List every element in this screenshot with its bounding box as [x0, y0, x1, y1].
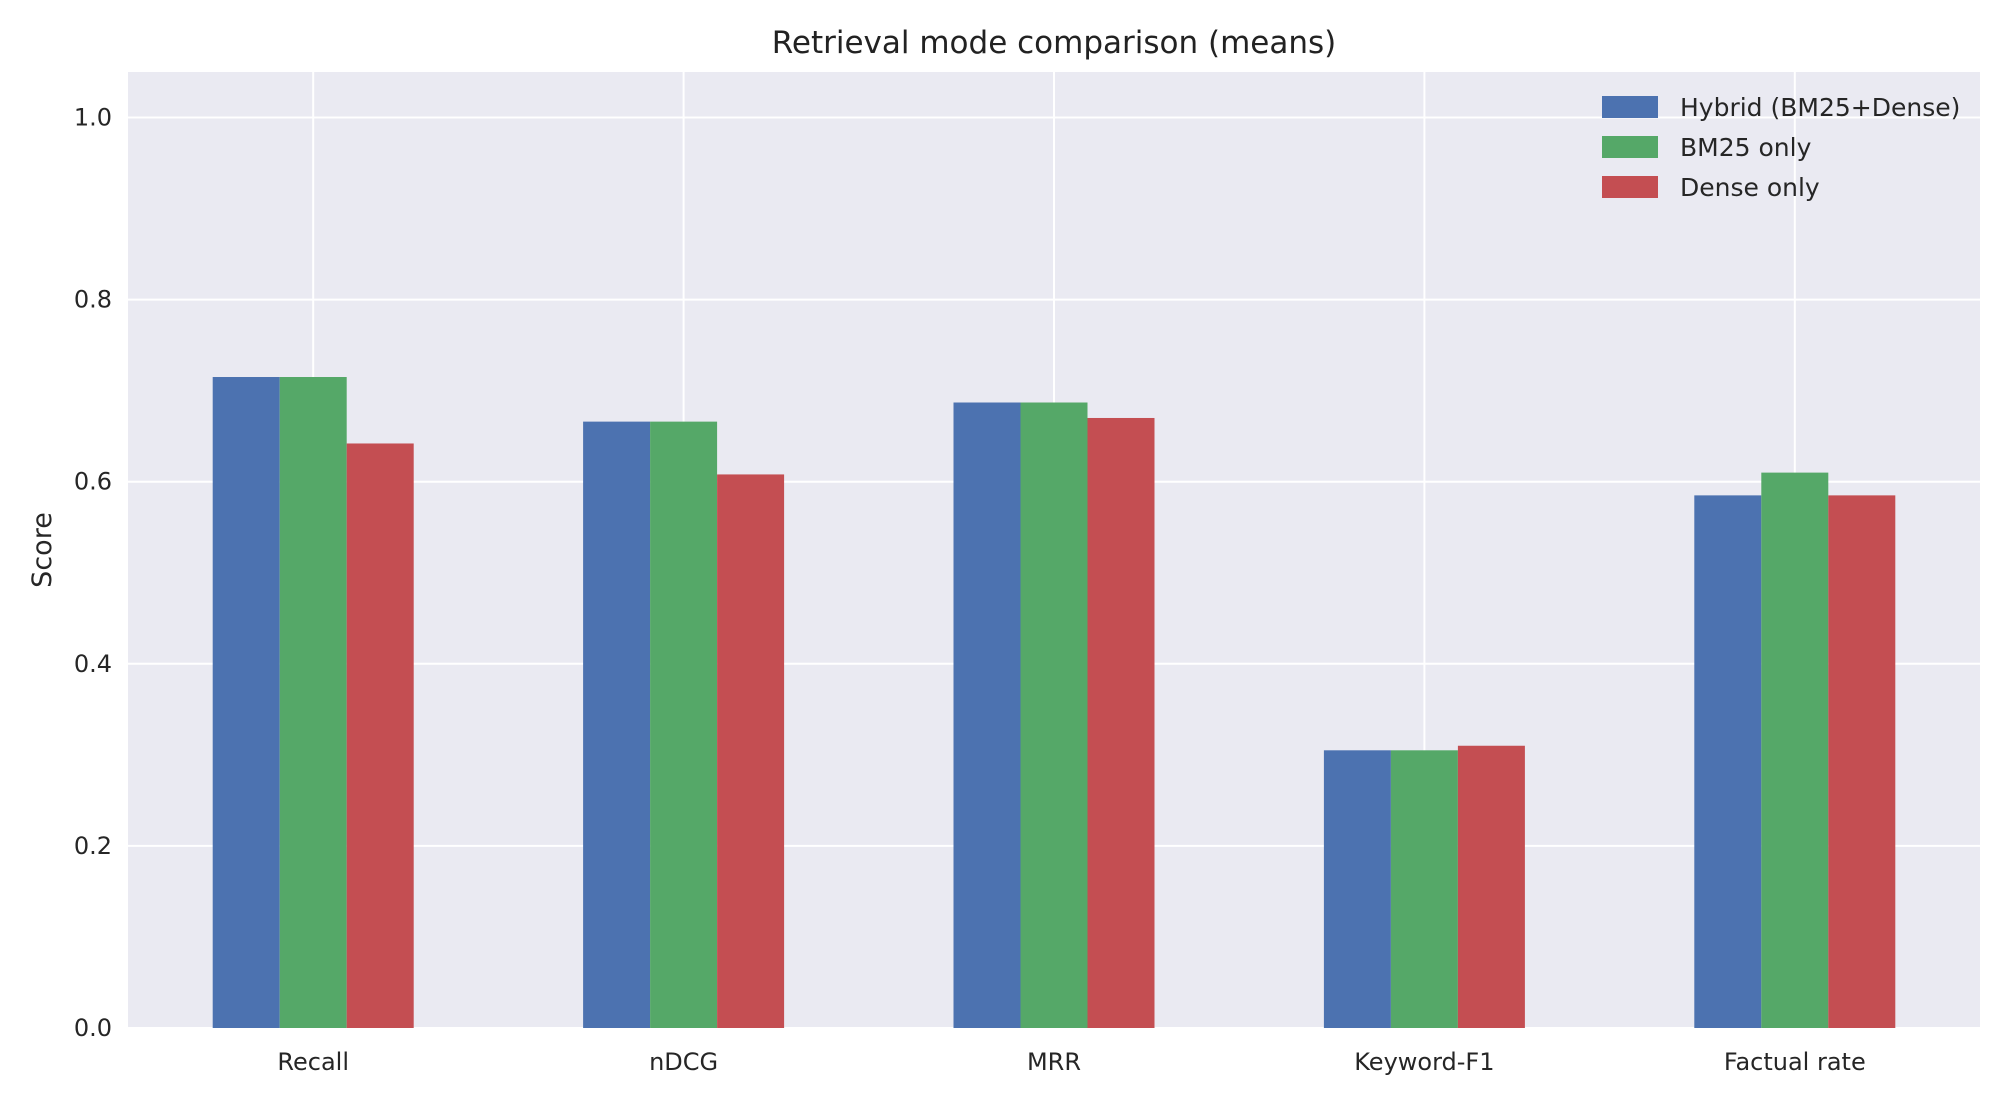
y-tick-label: 0.4 [74, 650, 112, 678]
legend-label: BM25 only [1680, 133, 1812, 162]
legend-swatch [1602, 96, 1658, 118]
bar [1087, 417, 1155, 1028]
bar [1457, 745, 1525, 1028]
y-axis-label: Score [27, 512, 58, 588]
bars [212, 377, 1896, 1029]
bar [1761, 472, 1829, 1029]
chart-title: Retrieval mode comparison (means) [772, 25, 1337, 61]
y-tick-label: 0.0 [74, 1014, 112, 1042]
bar [1390, 750, 1458, 1028]
bar [279, 377, 347, 1028]
bar [1694, 495, 1762, 1028]
bar [1828, 495, 1896, 1028]
bar [583, 421, 651, 1028]
legend-label: Dense only [1680, 173, 1820, 202]
x-tick-label: Factual rate [1724, 1048, 1866, 1076]
x-tick-labels: Recall nDCG MRR Keyword-F1 Factual rate [277, 1048, 1865, 1076]
legend-swatch [1602, 176, 1658, 198]
legend-swatch [1602, 136, 1658, 158]
legend-label: Hybrid (BM25+Dense) [1680, 93, 1960, 122]
x-tick-label: Recall [277, 1048, 349, 1076]
y-tick-label: 0.2 [74, 832, 112, 860]
bar [717, 474, 785, 1028]
legend: Hybrid (BM25+Dense) BM25 only Dense only [1602, 93, 1960, 202]
y-tick-label: 0.8 [74, 286, 112, 314]
x-tick-label: MRR [1027, 1048, 1081, 1076]
bar [1323, 750, 1391, 1028]
y-tick-labels: 0.0 0.2 0.4 0.6 0.8 1.0 [74, 104, 112, 1042]
bar [1020, 402, 1088, 1028]
x-tick-label: nDCG [649, 1048, 718, 1076]
x-tick-label: Keyword-F1 [1354, 1048, 1494, 1076]
bar [953, 402, 1021, 1028]
bar [212, 377, 280, 1028]
bar [650, 421, 718, 1028]
bar [346, 443, 414, 1029]
y-tick-label: 1.0 [74, 104, 112, 132]
y-tick-label: 0.6 [74, 468, 112, 496]
